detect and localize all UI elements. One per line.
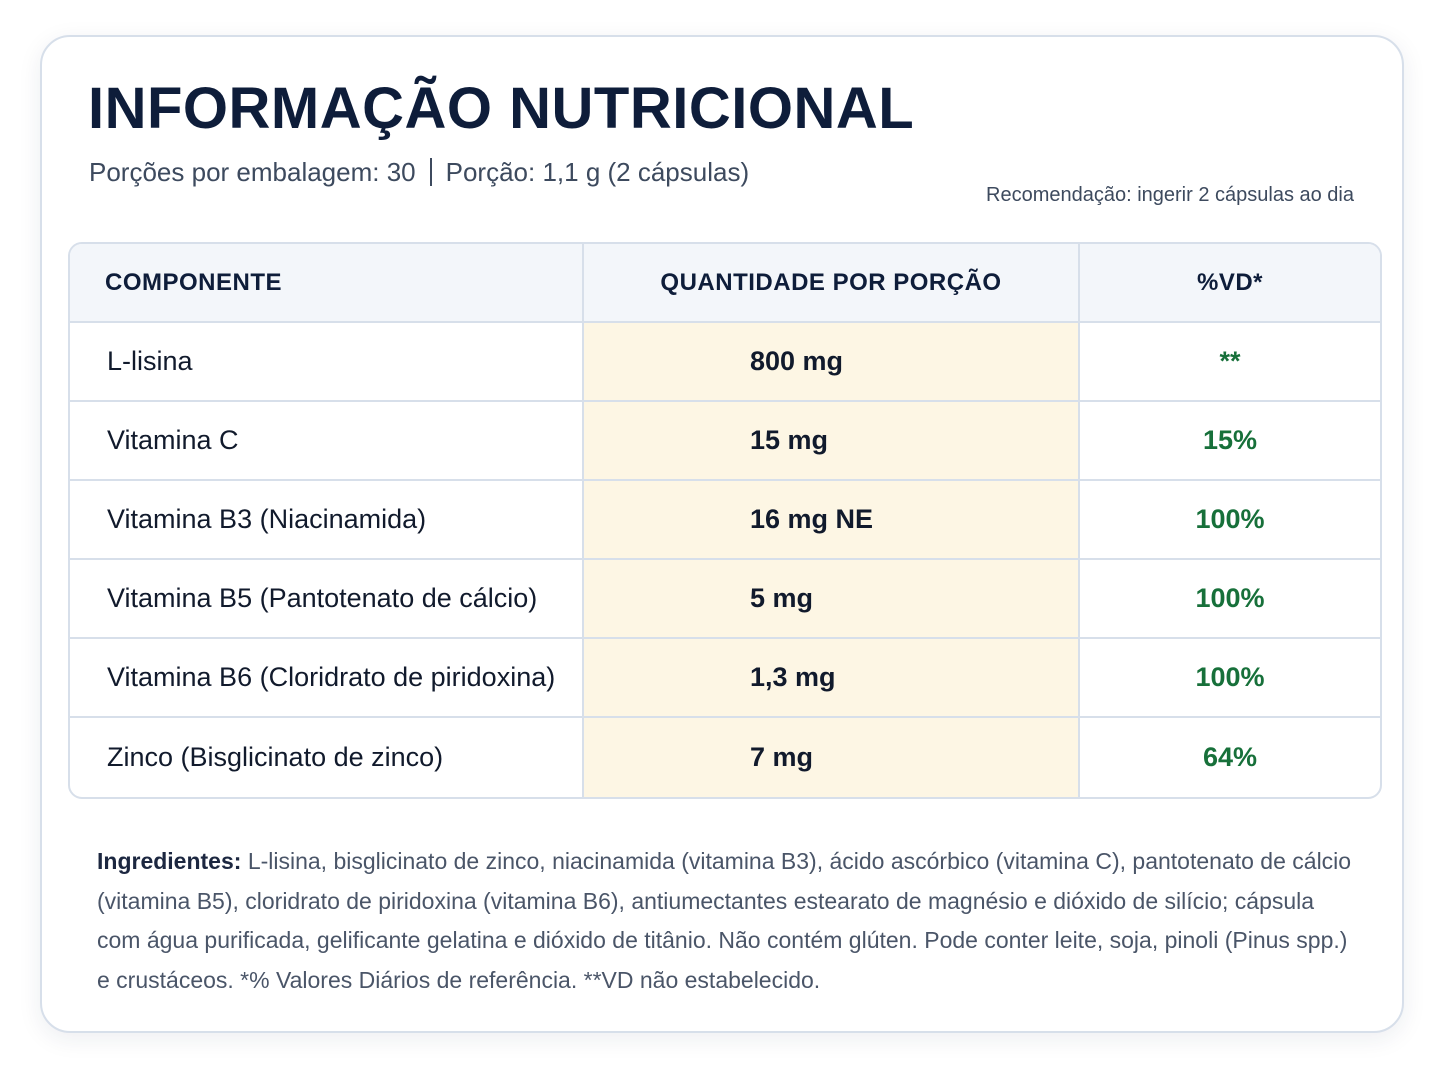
amount: 5 mg bbox=[584, 560, 1080, 639]
recommendation: Recomendação: ingerir 2 cápsulas ao dia bbox=[986, 184, 1354, 206]
daily-value: 100% bbox=[1080, 481, 1380, 560]
amount: 16 mg NE bbox=[584, 481, 1080, 560]
component: Vitamina C bbox=[70, 402, 584, 481]
amount: 800 mg bbox=[584, 323, 1080, 402]
table-row: Vitamina C 15 mg 15% bbox=[70, 402, 1380, 481]
daily-value: 100% bbox=[1080, 639, 1380, 718]
serving-info: Porções por embalagem: 30 Porção: 1,1 g (… bbox=[89, 157, 749, 188]
table-head: COMPONENTE QUANTIDADE POR PORÇÃO %VD* bbox=[70, 244, 1380, 323]
header-row: COMPONENTE QUANTIDADE POR PORÇÃO %VD* bbox=[70, 244, 1380, 323]
ingredients: Ingredientes: L-lisina, bisglicinato de … bbox=[97, 842, 1357, 1000]
daily-value: ** bbox=[1080, 323, 1380, 402]
component: Vitamina B5 (Pantotenato de cálcio) bbox=[70, 560, 584, 639]
daily-value: 100% bbox=[1080, 560, 1380, 639]
component: L-lisina bbox=[70, 323, 584, 402]
amount: 1,3 mg bbox=[584, 639, 1080, 718]
ingredients-text: L-lisina, bisglicinato de zinco, niacina… bbox=[97, 848, 1352, 993]
servings: Porções por embalagem: 30 bbox=[89, 157, 416, 187]
portion: Porção: 1,1 g (2 cápsulas) bbox=[445, 157, 750, 187]
table-row: Vitamina B6 (Cloridrato de piridoxina) 1,… bbox=[70, 639, 1380, 718]
table-row: Vitamina B3 (Niacinamida) 16 mg NE 100% bbox=[70, 481, 1380, 560]
title: INFORMAÇÃO NUTRICIONAL bbox=[88, 76, 915, 141]
table-row: L-lisina 800 mg ** bbox=[70, 323, 1380, 402]
ingredients-label: Ingredientes: bbox=[97, 848, 242, 874]
table-row: Zinco (Bisglicinato de zinco) 7 mg 64% bbox=[70, 718, 1380, 797]
table-row: Vitamina B5 (Pantotenato de cálcio) 5 mg 1… bbox=[70, 560, 1380, 639]
nutrition-table: COMPONENTE QUANTIDADE POR PORÇÃO %VD* L-li… bbox=[68, 242, 1382, 799]
column-header: COMPONENTE bbox=[70, 244, 584, 323]
daily-value: 64% bbox=[1202, 742, 1258, 772]
daily-value: 15% bbox=[1080, 402, 1380, 481]
table-body: L-lisina 800 mg ** Vitamina C 15 mg 15% Vitami… bbox=[70, 323, 1380, 797]
separator bbox=[429, 158, 432, 186]
card: INFORMAÇÃO NUTRICIONAL Porções por embal… bbox=[40, 35, 1404, 1033]
amount: 15 mg bbox=[584, 402, 1080, 481]
column-header: QUANTIDADE POR PORÇÃO bbox=[584, 244, 1080, 323]
column-header: %VD* bbox=[1080, 244, 1380, 323]
component: Zinco (Bisglicinato de zinco) bbox=[70, 718, 584, 797]
amount: 7 mg bbox=[584, 718, 1080, 797]
component: Vitamina B6 (Cloridrato de piridoxina) bbox=[70, 639, 584, 718]
component: Vitamina B3 (Niacinamida) bbox=[70, 481, 584, 560]
